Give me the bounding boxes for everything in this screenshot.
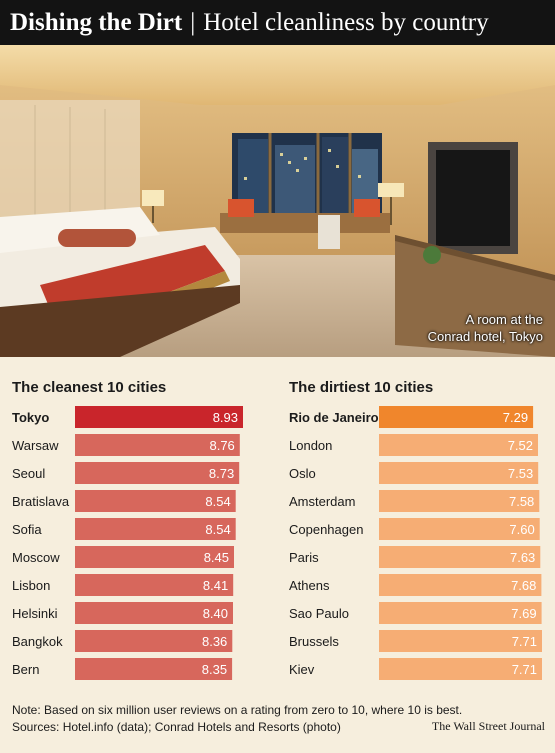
cleanest-bar	[75, 490, 236, 512]
cleanest-chart-title: The cleanest 10 cities	[12, 379, 167, 396]
dirtiest-value-label: 7.53	[508, 466, 533, 481]
dirtiest-cities-chart: Rio de Janeiro 7.29 London 7.52 Oslo 7.53 Amst…	[289, 406, 542, 680]
cleanest-bar	[75, 630, 233, 652]
dirtiest-bar	[379, 630, 542, 652]
title-rest: Hotel cleanliness by country	[203, 8, 489, 36]
cleanest-category-label: Moscow	[12, 550, 60, 565]
dirtiest-bar	[379, 658, 542, 680]
dirtiest-value-label: 7.68	[511, 578, 536, 593]
cleanest-category-label: Lisbon	[12, 578, 50, 593]
dirtiest-bar	[379, 434, 538, 456]
dirtiest-category-label: Brussels	[289, 634, 339, 649]
cleanest-value-label: 8.41	[203, 578, 228, 593]
cleanest-cities-chart: Tokyo 8.93 Warsaw 8.76 Seoul 8.73 Bratislava 8.…	[12, 406, 243, 680]
cleanest-bar	[75, 518, 236, 540]
footnote: Note: Based on six million user reviews …	[12, 703, 463, 717]
hotel-room-photo: A room at the Conrad hotel, Tokyo	[0, 45, 555, 357]
dirtiest-bar	[379, 518, 540, 540]
cleanest-bar	[75, 658, 233, 680]
dirtiest-category-label: Athens	[289, 578, 330, 593]
cleanest-category-label: Sofia	[12, 522, 42, 537]
dirtiest-value-label: 7.29	[503, 410, 528, 425]
cleanest-bar	[75, 602, 233, 624]
cleanest-value-label: 8.93	[213, 410, 238, 425]
dirtiest-bar	[379, 462, 539, 484]
hotel-room-illustration	[0, 45, 555, 357]
cleanest-category-label: Bangkok	[12, 634, 63, 649]
dirtiest-bar	[379, 574, 542, 596]
cleanest-category-label: Bern	[12, 662, 39, 677]
dirtiest-category-label: London	[289, 438, 332, 453]
dirtiest-value-label: 7.52	[508, 438, 533, 453]
cleanest-bar	[75, 546, 234, 568]
dirtiest-category-label: Copenhagen	[289, 522, 363, 537]
cleanest-value-label: 8.73	[209, 466, 234, 481]
dirtiest-category-label: Paris	[289, 550, 319, 565]
dirtiest-value-label: 7.71	[512, 662, 537, 677]
dirtiest-bar	[379, 490, 540, 512]
title-separator: |	[190, 8, 196, 36]
cleanest-category-label: Seoul	[12, 466, 45, 481]
dirtiest-value-label: 7.71	[512, 634, 537, 649]
dirtiest-category-label: Rio de Janeiro	[289, 410, 379, 425]
cleanest-bar	[75, 574, 234, 596]
cleanest-value-label: 8.45	[204, 550, 229, 565]
cleanest-category-label: Warsaw	[12, 438, 59, 453]
dirtiest-category-label: Amsterdam	[289, 494, 355, 509]
photo-caption: A room at the Conrad hotel, Tokyo	[428, 311, 543, 345]
header: Dishing the Dirt | Hotel cleanliness by …	[0, 0, 555, 45]
sources-line: Sources: Hotel.info (data); Conrad Hotel…	[12, 720, 341, 734]
cleanest-value-label: 8.35	[202, 662, 227, 677]
dirtiest-value-label: 7.60	[509, 522, 534, 537]
footer-notes: Note: Based on six million user reviews …	[12, 702, 462, 736]
cleanest-value-label: 8.54	[205, 522, 230, 537]
cleanest-bar	[75, 434, 240, 456]
cleanest-value-label: 8.36	[202, 634, 227, 649]
cleanest-category-label: Bratislava	[12, 494, 70, 509]
cleanest-category-label: Tokyo	[12, 410, 49, 425]
caption-line-2: Conrad hotel, Tokyo	[427, 329, 543, 344]
cleanest-bar	[75, 406, 243, 428]
cleanest-value-label: 8.76	[209, 438, 234, 453]
dirtiest-chart-title: The dirtiest 10 cities	[289, 379, 434, 396]
title-bold: Dishing the Dirt	[10, 8, 183, 36]
dirtiest-category-label: Sao Paulo	[289, 606, 349, 621]
cleanest-value-label: 8.40	[203, 606, 228, 621]
dirtiest-bar	[379, 546, 541, 568]
dirtiest-value-label: 7.58	[509, 494, 534, 509]
publisher-credit: The Wall Street Journal	[431, 719, 545, 733]
cleanest-category-label: Helsinki	[12, 606, 58, 621]
dirtiest-category-label: Oslo	[289, 466, 316, 481]
cleanest-value-label: 8.54	[205, 494, 230, 509]
dirtiest-category-label: Kiev	[289, 662, 315, 677]
caption-line-1: A room at the	[465, 312, 543, 327]
dirtiest-value-label: 7.63	[510, 550, 535, 565]
dirtiest-bar	[379, 602, 542, 624]
dirtiest-bar	[379, 406, 534, 428]
dirtiest-value-label: 7.69	[511, 606, 536, 621]
cleanest-bar	[75, 462, 240, 484]
